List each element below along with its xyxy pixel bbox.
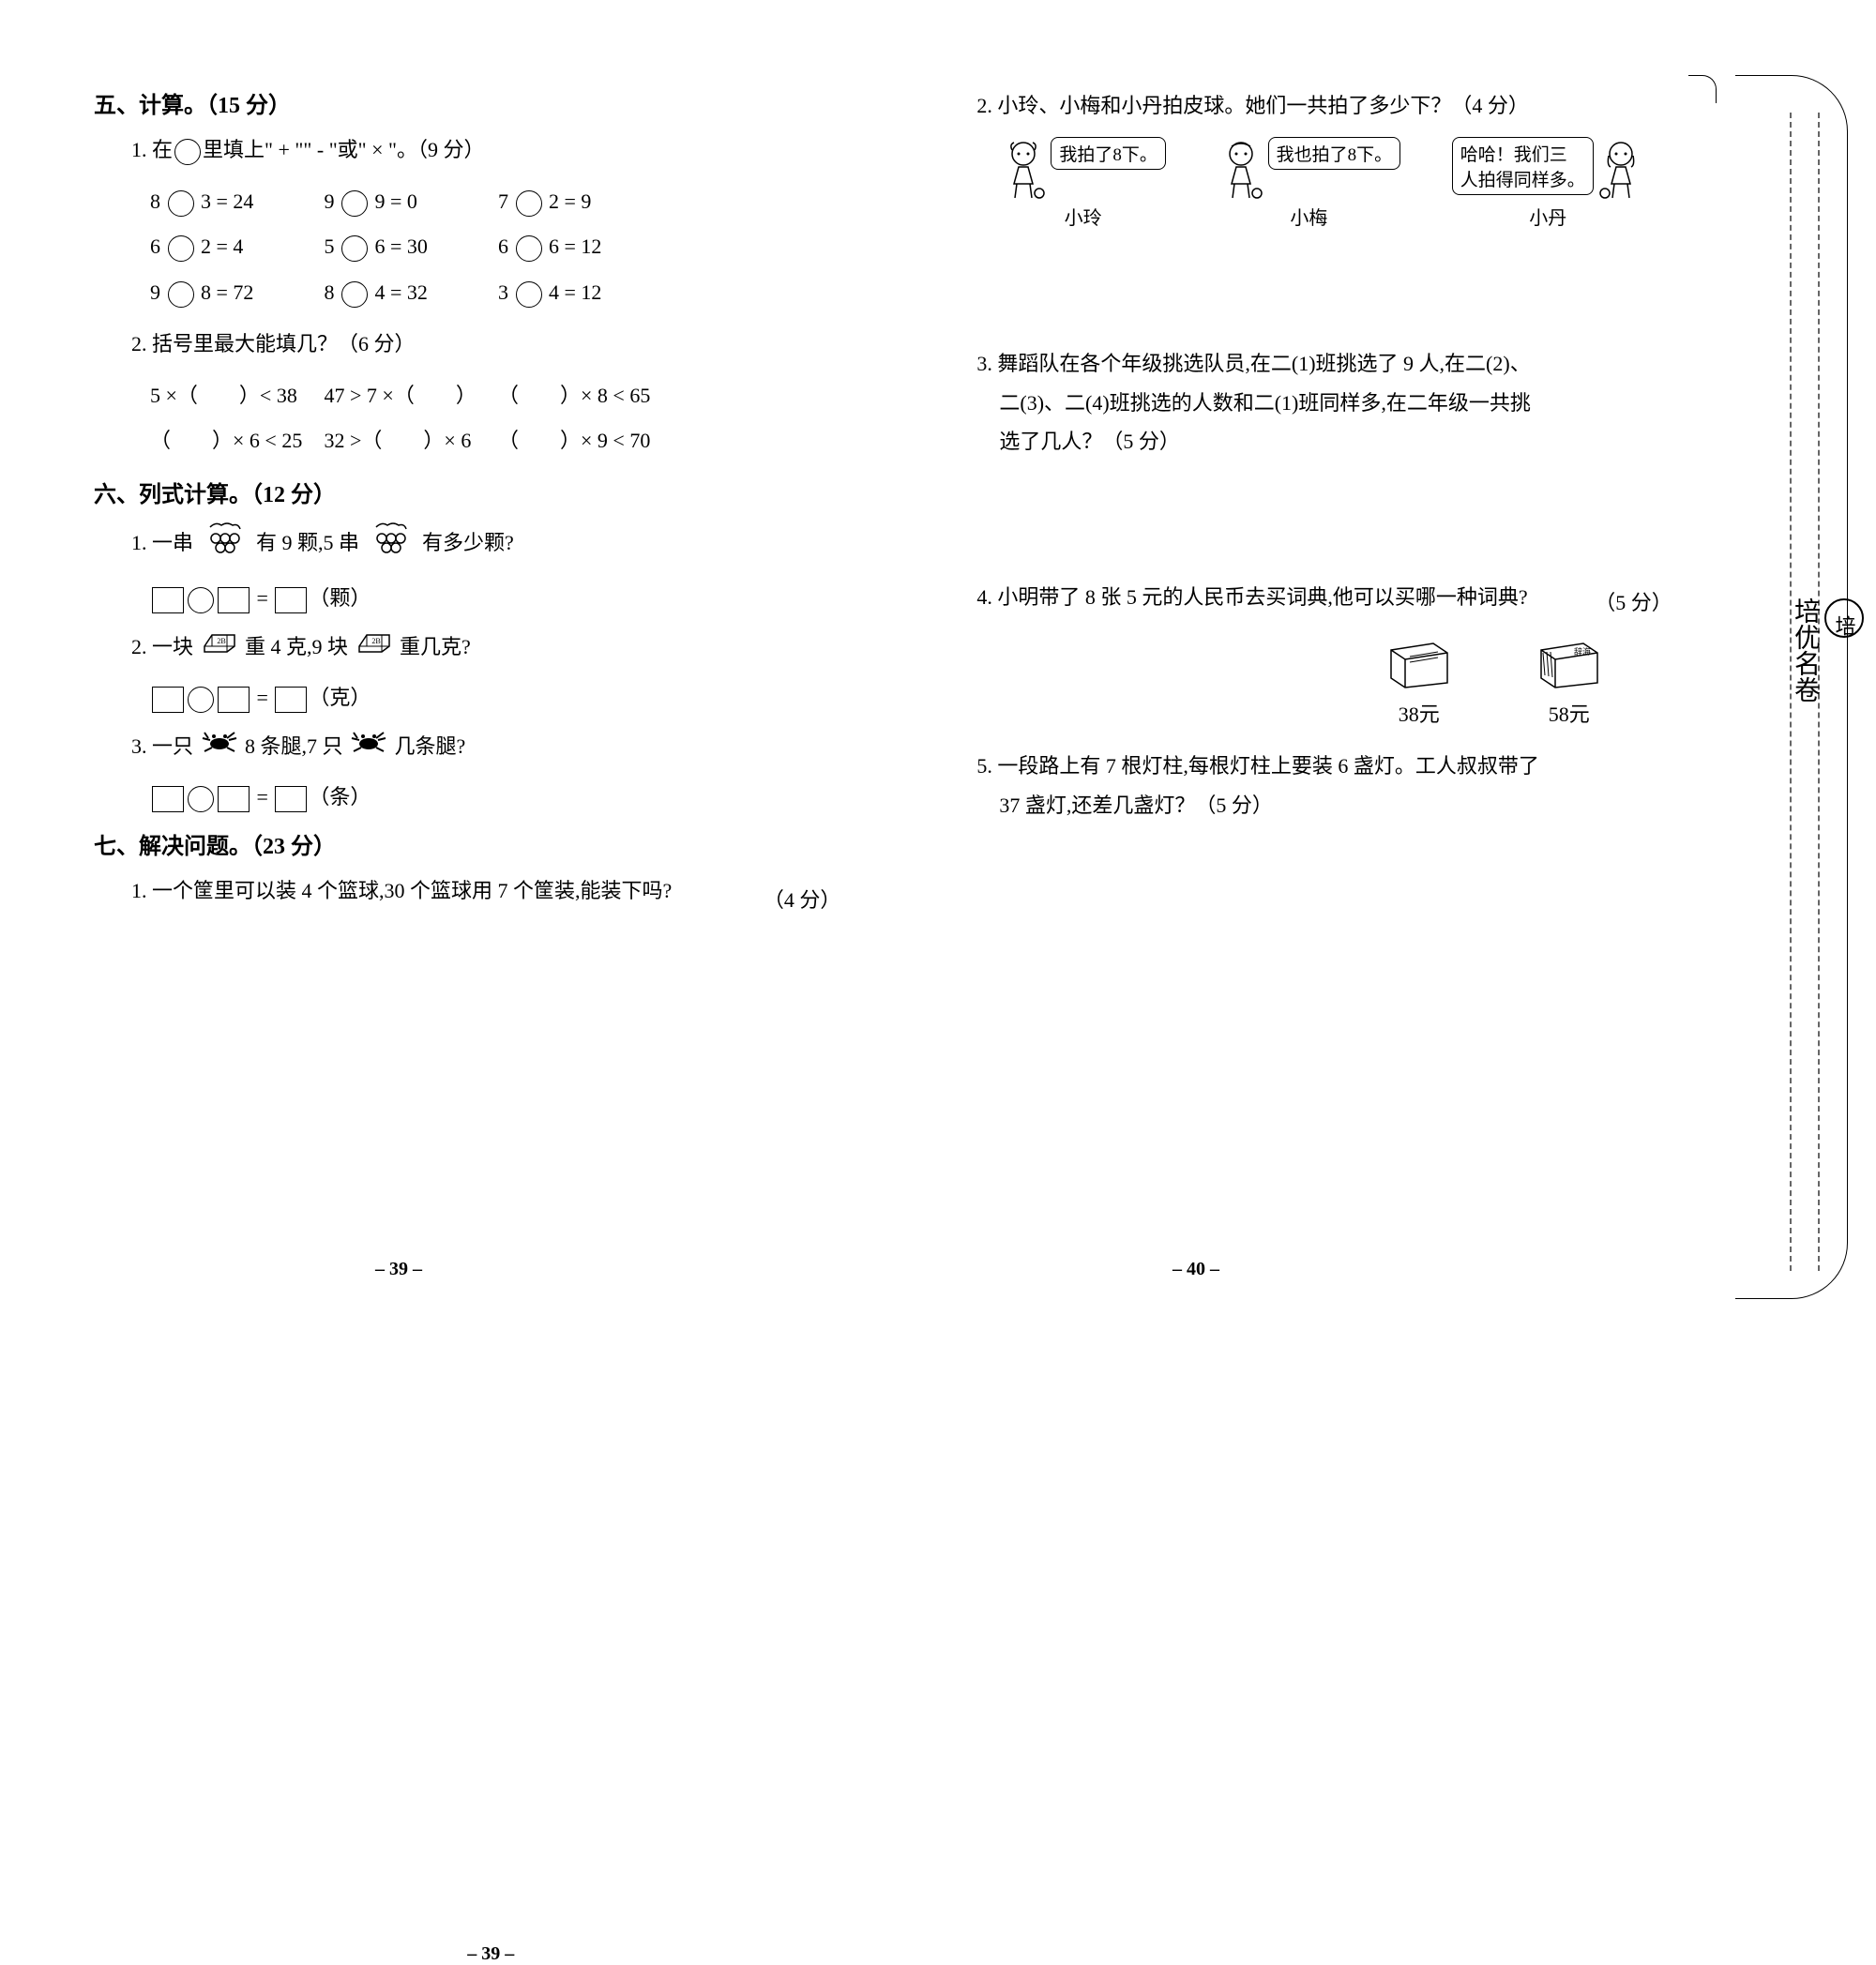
section-6-q1: 1. 一串 有 9 颗,5 串 — [131, 520, 850, 619]
section-5-sub2: 2. 括号里最大能填几？（6 分） — [131, 325, 850, 364]
page-number-left: – 39 – — [467, 1943, 514, 1965]
book-icon — [1382, 636, 1457, 692]
grapes-icon — [369, 520, 414, 570]
section-6-q3: 3. 一只 8 条腿,7 只 几条腿? = （条） — [131, 727, 850, 817]
grapes-icon — [203, 520, 248, 570]
person-ling: 我拍了8下。 小玲 — [1000, 137, 1166, 230]
svg-text:辞海: 辞海 — [1574, 646, 1591, 657]
eraser-icon: 2B — [354, 629, 395, 669]
dict-illustration: 38元 辞海 58元 — [944, 636, 1606, 728]
book-icon: 辞海 — [1532, 636, 1607, 692]
svg-text:2B: 2B — [217, 637, 225, 645]
q2-illustration: 我拍了8下。 小玲 我也拍了8下。 小梅 — [1000, 137, 1643, 230]
q2-text: 2. 小玲、小梅和小丹拍皮球。她们一共拍了多少下？（4 分） — [976, 86, 1681, 126]
svg-text:培: 培 — [1833, 615, 1856, 636]
crab-icon — [199, 729, 240, 768]
side-text: 培优名卷 — [1791, 597, 1820, 703]
q5-text: 5. 一段路上有 7 根灯柱,每根灯柱上要装 6 盏灯。工人叔叔带了 37 盏灯… — [976, 747, 1681, 825]
eraser-icon: 2B — [199, 629, 240, 669]
dict-1: 38元 — [1382, 636, 1457, 728]
girl-icon — [1000, 137, 1047, 203]
section-5-title: 五、计算。（15 分） — [94, 86, 850, 119]
dict-2: 辞海 58元 — [1532, 636, 1607, 728]
section-5-sub1: 1. 在里填上" + "" - "或" × "。（9 分） — [131, 130, 850, 170]
page-number-left: – 39 – — [375, 1259, 422, 1280]
fill-row-2: （ ）× 6 < 25 32 >（ ）× 6 （ ）× 9 < 70 — [150, 418, 850, 463]
section-7-title: 七、解决问题。（23 分） — [94, 827, 850, 860]
section-6-title: 六、列式计算。（12 分） — [94, 476, 850, 508]
person-dan: 哈哈！我们三 人拍得同样多。 小丹 — [1452, 137, 1644, 230]
crab-icon — [348, 729, 389, 768]
speech-ling: 我拍了8下。 — [1051, 137, 1166, 170]
corner-decoration — [1688, 75, 1717, 103]
speech-dan: 哈哈！我们三 人拍得同样多。 — [1452, 137, 1594, 195]
eq-row-2: 6 2 = 4 5 6 = 30 6 6 = 12 — [150, 224, 850, 269]
left-page: 五、计算。（15 分） 1. 在里填上" + "" - "或" × "。（9 分… — [94, 75, 887, 1290]
eq-row-3: 9 8 = 72 8 4 = 32 3 4 = 12 — [150, 270, 850, 315]
q4-text: 4. 小明带了 8 张 5 元的人民币去买词典,他可以买哪一种词典? （5 分） — [976, 578, 1681, 617]
eq-row-1: 8 3 = 24 9 9 = 0 7 2 = 9 — [150, 179, 850, 224]
section-6-q2: 2. 一块 2B 重 4 克,9 块 2B 重几克? = （克） — [131, 627, 850, 718]
girl-icon — [1597, 137, 1644, 203]
section-7-q1: 1. 一个筐里可以装 4 个篮球,30 个篮球用 7 个筐装,能装下吗? （4 … — [131, 871, 850, 911]
fill-row-1: 5 ×（ ）< 38 47 > 7 ×（ ） （ ）× 8 < 65 — [150, 373, 850, 418]
right-page: 2. 小玲、小梅和小丹拍皮球。她们一共拍了多少下？（4 分） 我拍了8下。 小玲 — [887, 75, 1681, 1290]
side-brand-label: 培 培优名卷 — [1786, 597, 1865, 703]
page-number-right: – 40 – — [1172, 1259, 1219, 1280]
girl-icon — [1218, 137, 1264, 203]
svg-text:2B: 2B — [371, 637, 380, 645]
speech-mei: 我也拍了8下。 — [1268, 137, 1401, 170]
person-mei: 我也拍了8下。 小梅 — [1218, 137, 1401, 230]
q3-text: 3. 舞蹈队在各个年级挑选队员,在二(1)班挑选了 9 人,在二(2)、 二(3… — [976, 344, 1681, 461]
